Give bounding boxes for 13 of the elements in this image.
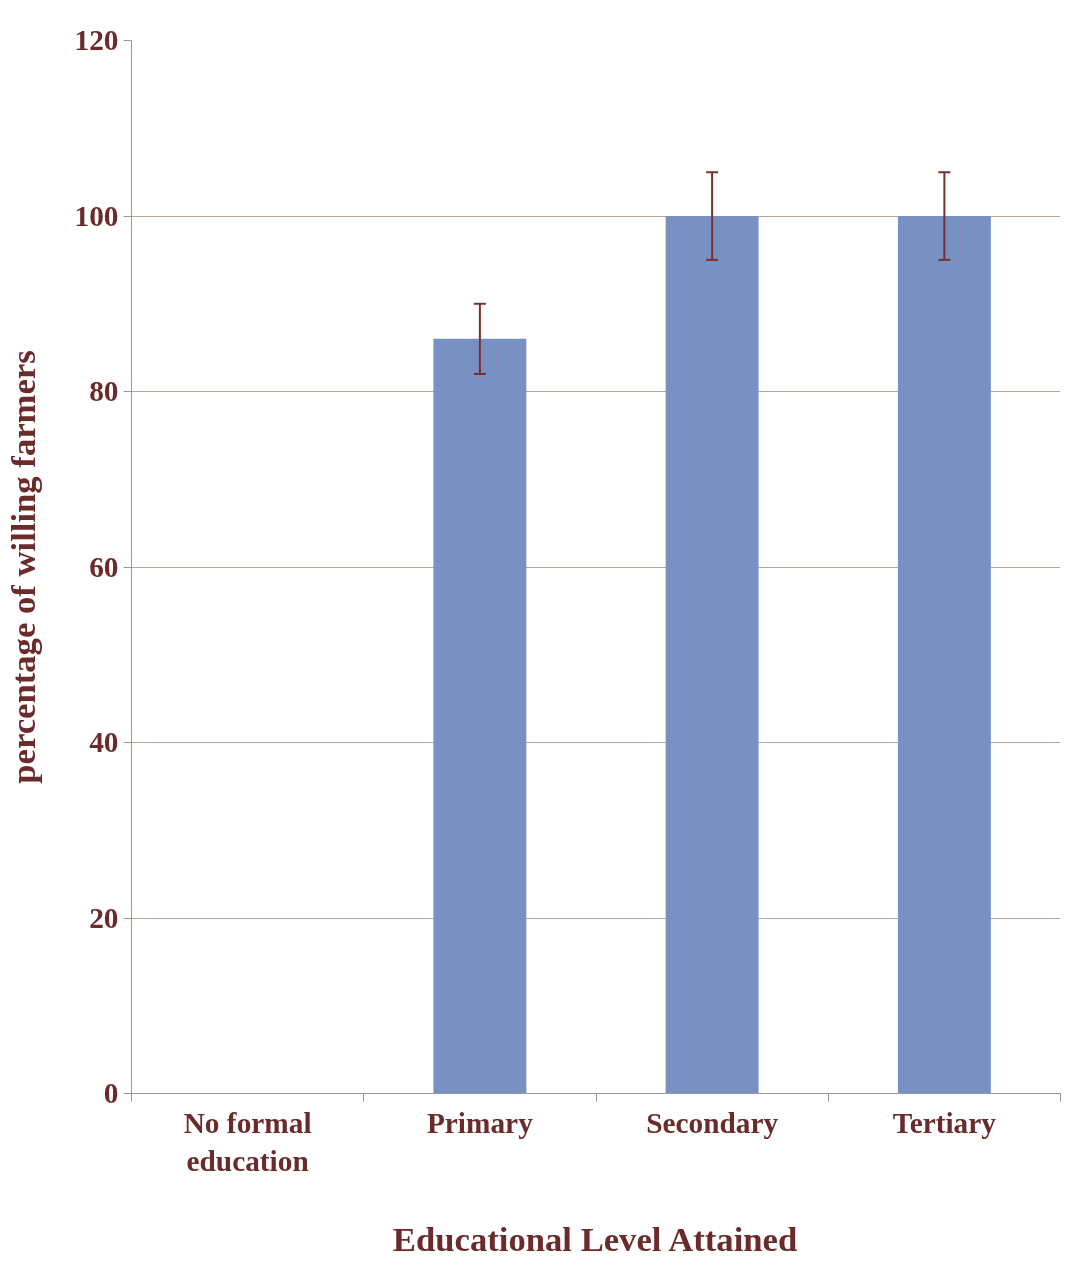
y-tick-label: 60 (89, 550, 119, 583)
y-tick-label: 100 (74, 199, 119, 232)
x-tick-label: Tertiary (892, 1106, 997, 1139)
y-tick-label: 20 (89, 901, 119, 934)
x-axis-title: Educational Level Attained (392, 1219, 798, 1258)
x-tick-label: No formal education (183, 1106, 312, 1177)
y-tick-label: 120 (74, 24, 119, 56)
y-tick-label: 0 (103, 1077, 119, 1109)
x-tick-label: Primary (426, 1106, 534, 1139)
y-tick-label: 80 (89, 375, 119, 407)
x-tick-label: Secondary (646, 1106, 779, 1139)
y-tick-label: 40 (89, 726, 119, 758)
y-axis-title: percentage of willing farmers (3, 350, 42, 784)
